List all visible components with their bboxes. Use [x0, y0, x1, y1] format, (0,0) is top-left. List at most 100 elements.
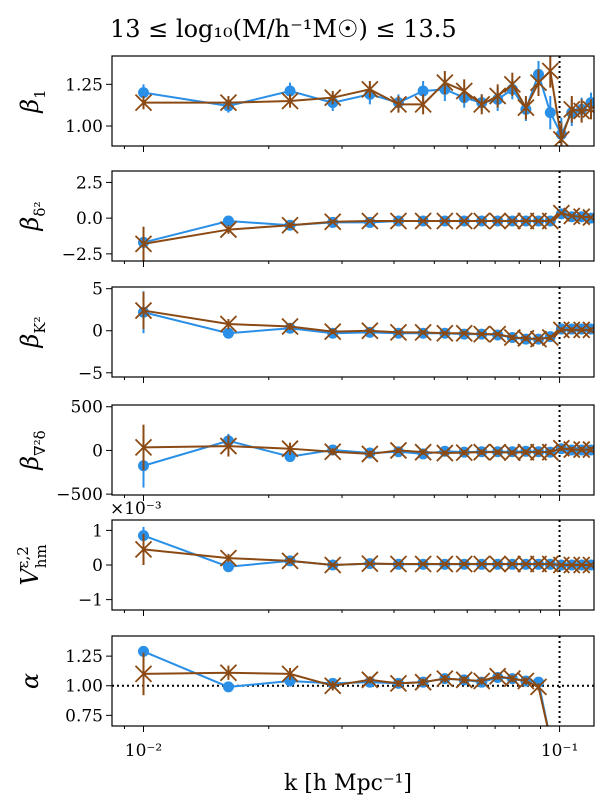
- brown-series-point: [361, 212, 379, 230]
- brown-series-point: [436, 324, 454, 342]
- blue-series-point: [138, 645, 150, 657]
- y-label-subscript: 1: [31, 89, 49, 99]
- brown-series-point: [473, 95, 491, 113]
- y-tick-label: −2.5: [62, 245, 103, 265]
- brown-series-point: [517, 672, 535, 690]
- y-label-subscript: K²: [31, 316, 49, 333]
- y-axis-label-V_hm: Vε,2hm: [14, 544, 50, 585]
- y-label-symbol: β: [16, 217, 44, 232]
- panel-beta1: 1.00 1.25 β1: [16, 55, 595, 152]
- brown-series-point: [324, 677, 342, 695]
- y-tick-label: 1.25: [65, 75, 103, 95]
- y-axis-label-text: βK²: [16, 316, 49, 348]
- panel-beta_K2: −5 0 5 βK²: [16, 280, 595, 384]
- panel-beta_delta2: −2.5 0.0 2.5 βδ²: [16, 170, 595, 267]
- panel-plot-area: [134, 287, 594, 377]
- brown-series-point: [134, 235, 153, 253]
- y-axis-label-text: α: [16, 673, 44, 689]
- panel-frame: [111, 170, 595, 262]
- brown-series-point: [473, 443, 491, 461]
- blue-series-point: [138, 87, 150, 99]
- brown-series-point: [414, 443, 432, 461]
- blue-series-point: [284, 85, 296, 97]
- y-axis-label-text: β1: [16, 89, 49, 113]
- brown-series-point: [389, 674, 408, 693]
- brown-series-point: [552, 130, 570, 146]
- brown-series-point: [324, 443, 342, 461]
- brown-series-point: [134, 301, 153, 320]
- brown-series-point: [389, 441, 408, 460]
- brown-series-point: [489, 325, 507, 343]
- brown-series-point: [503, 555, 521, 573]
- brown-series-point: [219, 315, 238, 333]
- y-tick-label: 500: [71, 398, 103, 418]
- brown-series-point: [414, 323, 432, 342]
- y-label-symbol: β: [16, 99, 44, 114]
- y-tick-label: 2.5: [76, 173, 103, 193]
- y-tick-label: 0: [92, 556, 103, 576]
- brown-series-point: [473, 325, 491, 343]
- x-axis-label: k [h Mpc⁻¹]: [284, 771, 412, 796]
- brown-series-point: [436, 212, 454, 230]
- panel-frame: [111, 519, 595, 611]
- brown-series-point: [436, 555, 454, 573]
- blue-series-point: [222, 561, 234, 573]
- y-tick-label: 1.25: [65, 647, 103, 667]
- brown-series-point: [517, 555, 535, 573]
- brown-series-point: [389, 212, 408, 230]
- y-axis-label-text: β∇²δ: [16, 430, 49, 470]
- brown-series-point: [573, 321, 591, 339]
- brown-series-point: [517, 212, 535, 230]
- y-label-symbol: β: [16, 456, 44, 471]
- brown-series-point: [503, 328, 521, 347]
- brown-series-point: [281, 665, 299, 683]
- figure-title: 13 ≤ log₁₀(M/h⁻¹M☉) ≤ 13.5: [110, 15, 457, 43]
- brown-series-point: [473, 212, 491, 230]
- brown-series-point: [324, 556, 342, 574]
- brown-series-point: [503, 443, 521, 462]
- panels-group: 1.001.25β1−2.50.02.5βδ²−505βK²−5000500β∇…: [14, 55, 595, 732]
- brown-series-line: [143, 671, 549, 726]
- brown-series-point: [281, 440, 299, 458]
- blue-series-point: [544, 107, 556, 119]
- y-label-superscript: ε,2: [14, 546, 32, 568]
- blue-series-point: [417, 85, 429, 97]
- brown-series-point: [389, 555, 408, 573]
- brown-series-point: [573, 440, 591, 459]
- y-axis-label-alpha: α: [16, 673, 44, 689]
- brown-series-point: [455, 82, 473, 100]
- brown-series-point: [361, 554, 379, 573]
- brown-series-point: [473, 555, 491, 573]
- y-label-subscript: ∇²δ: [31, 430, 49, 456]
- brown-series-point: [134, 94, 153, 112]
- brown-series-point: [414, 555, 432, 573]
- brown-series-point: [489, 87, 507, 105]
- brown-series-point: [473, 672, 491, 690]
- y-tick-label: 1.00: [65, 117, 103, 137]
- brown-series-point: [489, 667, 507, 685]
- y-axis-label-beta_K2: βK²: [16, 316, 49, 348]
- y-tick-label: 1: [92, 521, 103, 541]
- y-axis-label-beta_nabla2delta: β∇²δ: [16, 430, 49, 470]
- panel-V_hm: −1 0 1 Vε,2hm ×10⁻³: [14, 499, 595, 616]
- brown-series-point: [541, 212, 559, 230]
- panel-frame: [111, 635, 595, 727]
- brown-series-point: [503, 75, 521, 93]
- brown-series-point: [389, 95, 408, 113]
- y-tick-label: −1: [78, 591, 103, 611]
- brown-series-point: [489, 212, 507, 230]
- y-tick-label: 0: [92, 441, 103, 461]
- brown-series-point: [503, 212, 521, 230]
- panel-alpha: 0.75 1.00 1.25 α: [16, 635, 595, 732]
- brown-series-point: [414, 212, 432, 230]
- brown-series-point: [219, 549, 238, 567]
- x-tick-label: 10⁻¹: [541, 741, 578, 761]
- y-label-symbol: V: [16, 566, 44, 586]
- brown-series-point: [455, 671, 473, 689]
- brown-series-point: [582, 100, 594, 118]
- brown-series-point: [552, 204, 570, 222]
- brown-series-point: [324, 89, 342, 107]
- panel-frame: [111, 404, 595, 496]
- panel-frame: [111, 286, 595, 378]
- brown-series-point: [489, 443, 507, 461]
